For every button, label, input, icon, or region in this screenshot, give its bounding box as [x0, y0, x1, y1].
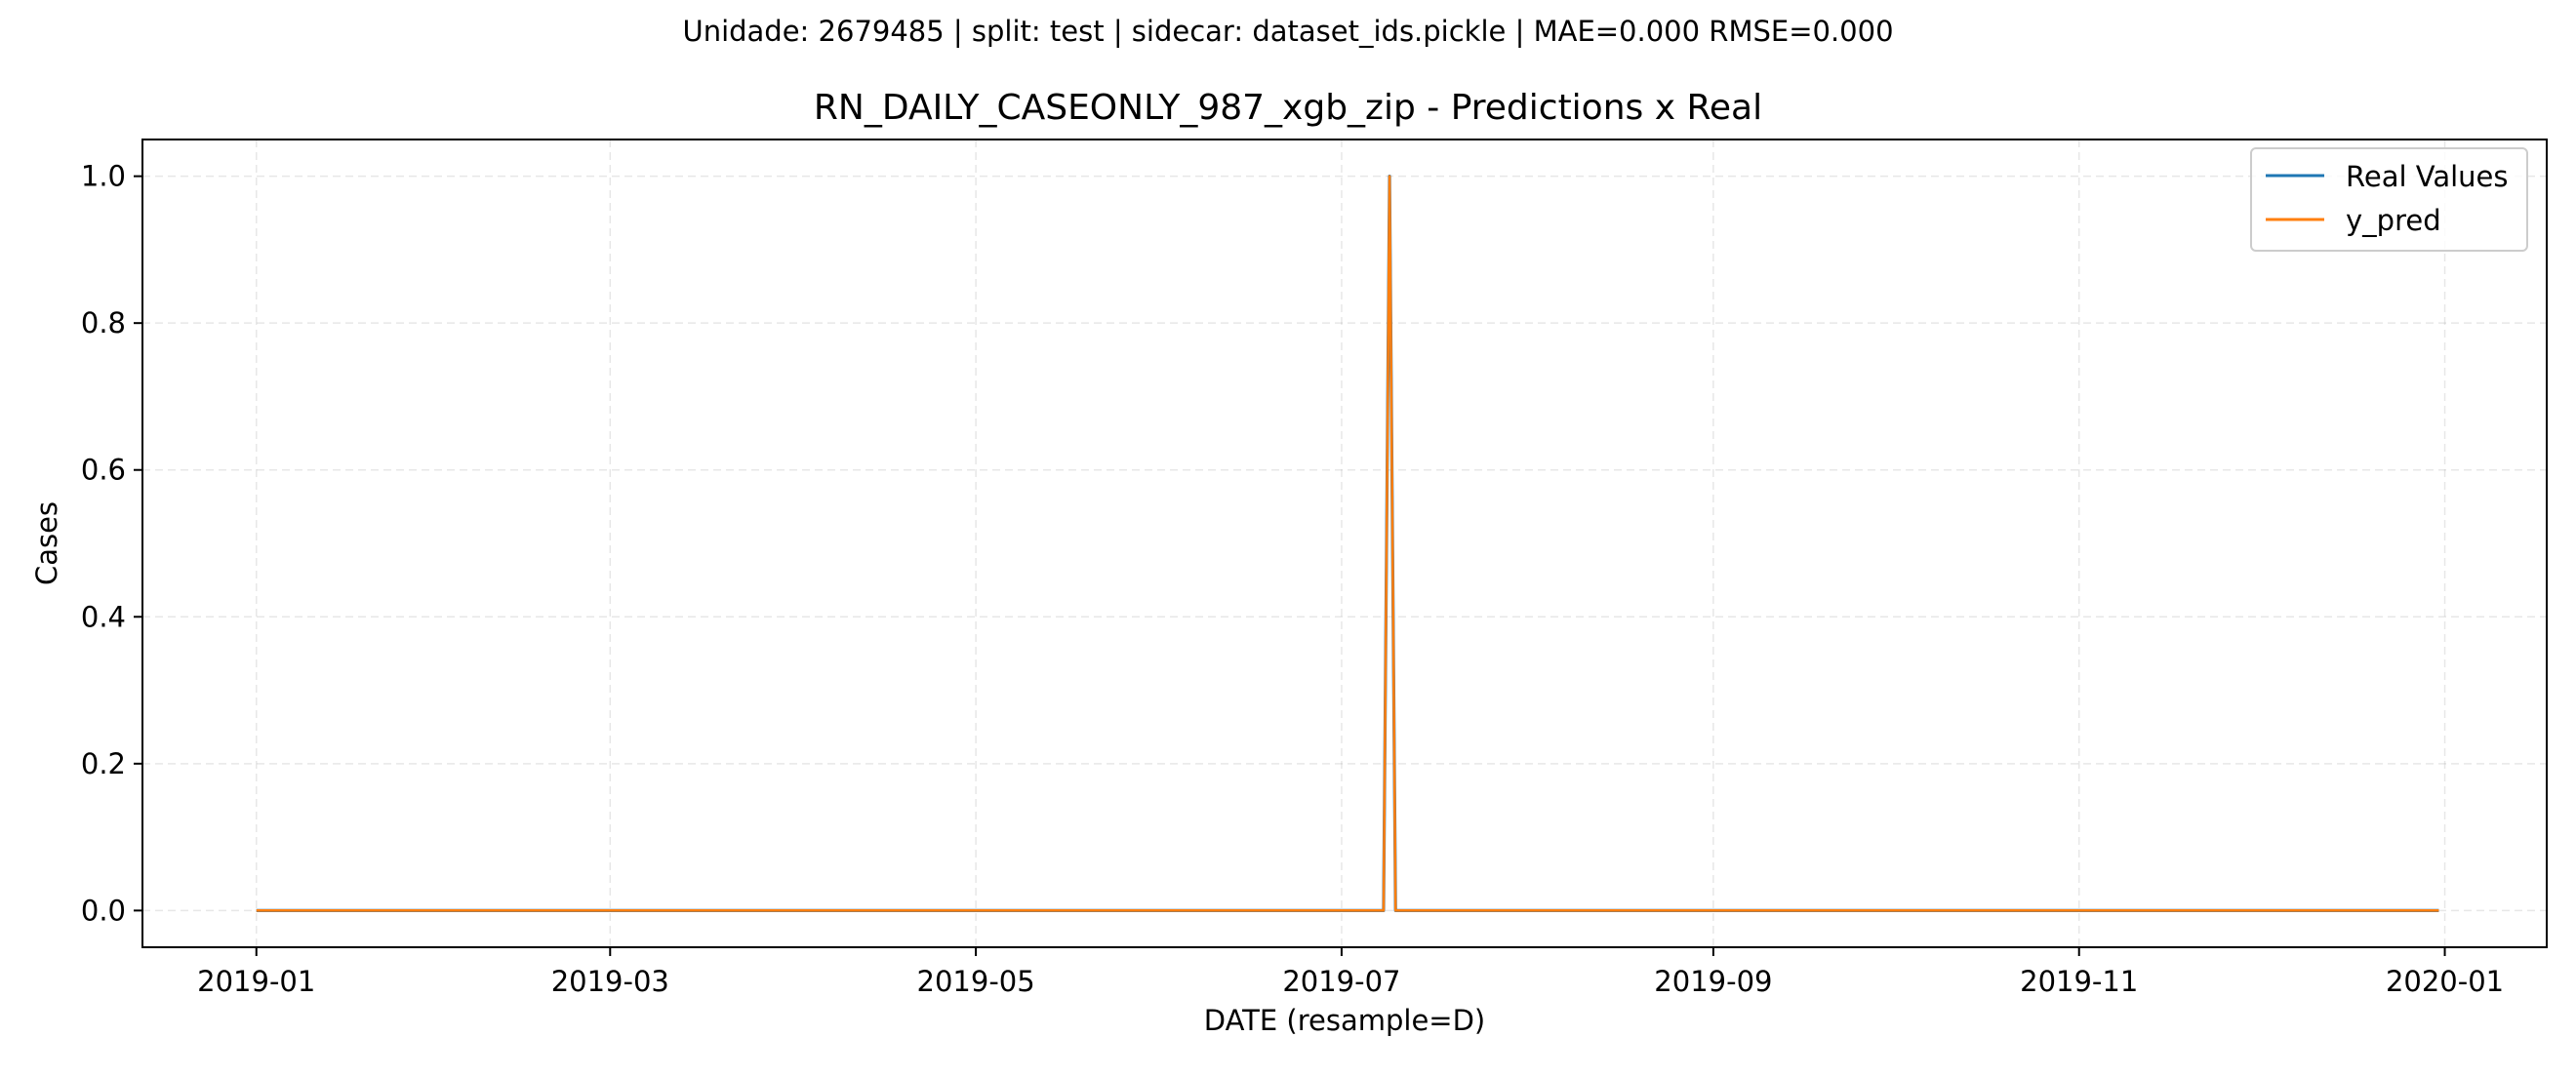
x-tick-label: 2020-01: [2386, 965, 2504, 998]
x-tick-label: 2019-09: [1654, 965, 1772, 998]
y-tick-label: 0.4: [81, 600, 126, 633]
series-line-y-pred: [256, 175, 2439, 912]
figure-suptitle: Unidade: 2679485 | split: test | sidecar…: [682, 15, 1893, 48]
legend: Real Values y_pred: [2250, 147, 2528, 252]
x-tick-label: 2019-03: [551, 965, 669, 998]
y-tick-label: 0.8: [81, 306, 126, 339]
y-axis-ticks: 0.0 0.2 0.4 0.6 0.8 1.0: [81, 160, 142, 927]
x-tick-label: 2019-07: [1282, 965, 1400, 998]
legend-label-real-values: Real Values: [2346, 160, 2508, 193]
plot-area-frame: [141, 139, 2548, 948]
y-tick-label: 0.0: [81, 894, 126, 927]
x-axis-ticks: 2019-01 2019-03 2019-05 2019-07 2019-09 2019-…: [197, 947, 2504, 998]
chart-title: RN_DAILY_CASEONLY_987_xgb_zip - Predicti…: [814, 88, 1762, 128]
legend-label-y-pred: y_pred: [2346, 204, 2441, 237]
x-axis-label: DATE (resample=D): [1204, 1004, 1486, 1037]
y-tick-label: 0.6: [81, 454, 126, 487]
y-tick-label: 1.0: [81, 160, 126, 193]
y-tick-label: 0.2: [81, 747, 126, 780]
legend-box: [2250, 147, 2528, 252]
x-tick-label: 2019-05: [917, 965, 1035, 998]
x-tick-label: 2019-11: [2020, 965, 2138, 998]
series-lines: [256, 175, 2439, 912]
y-axis-label: Cases: [30, 501, 63, 585]
x-tick-label: 2019-01: [197, 965, 315, 998]
